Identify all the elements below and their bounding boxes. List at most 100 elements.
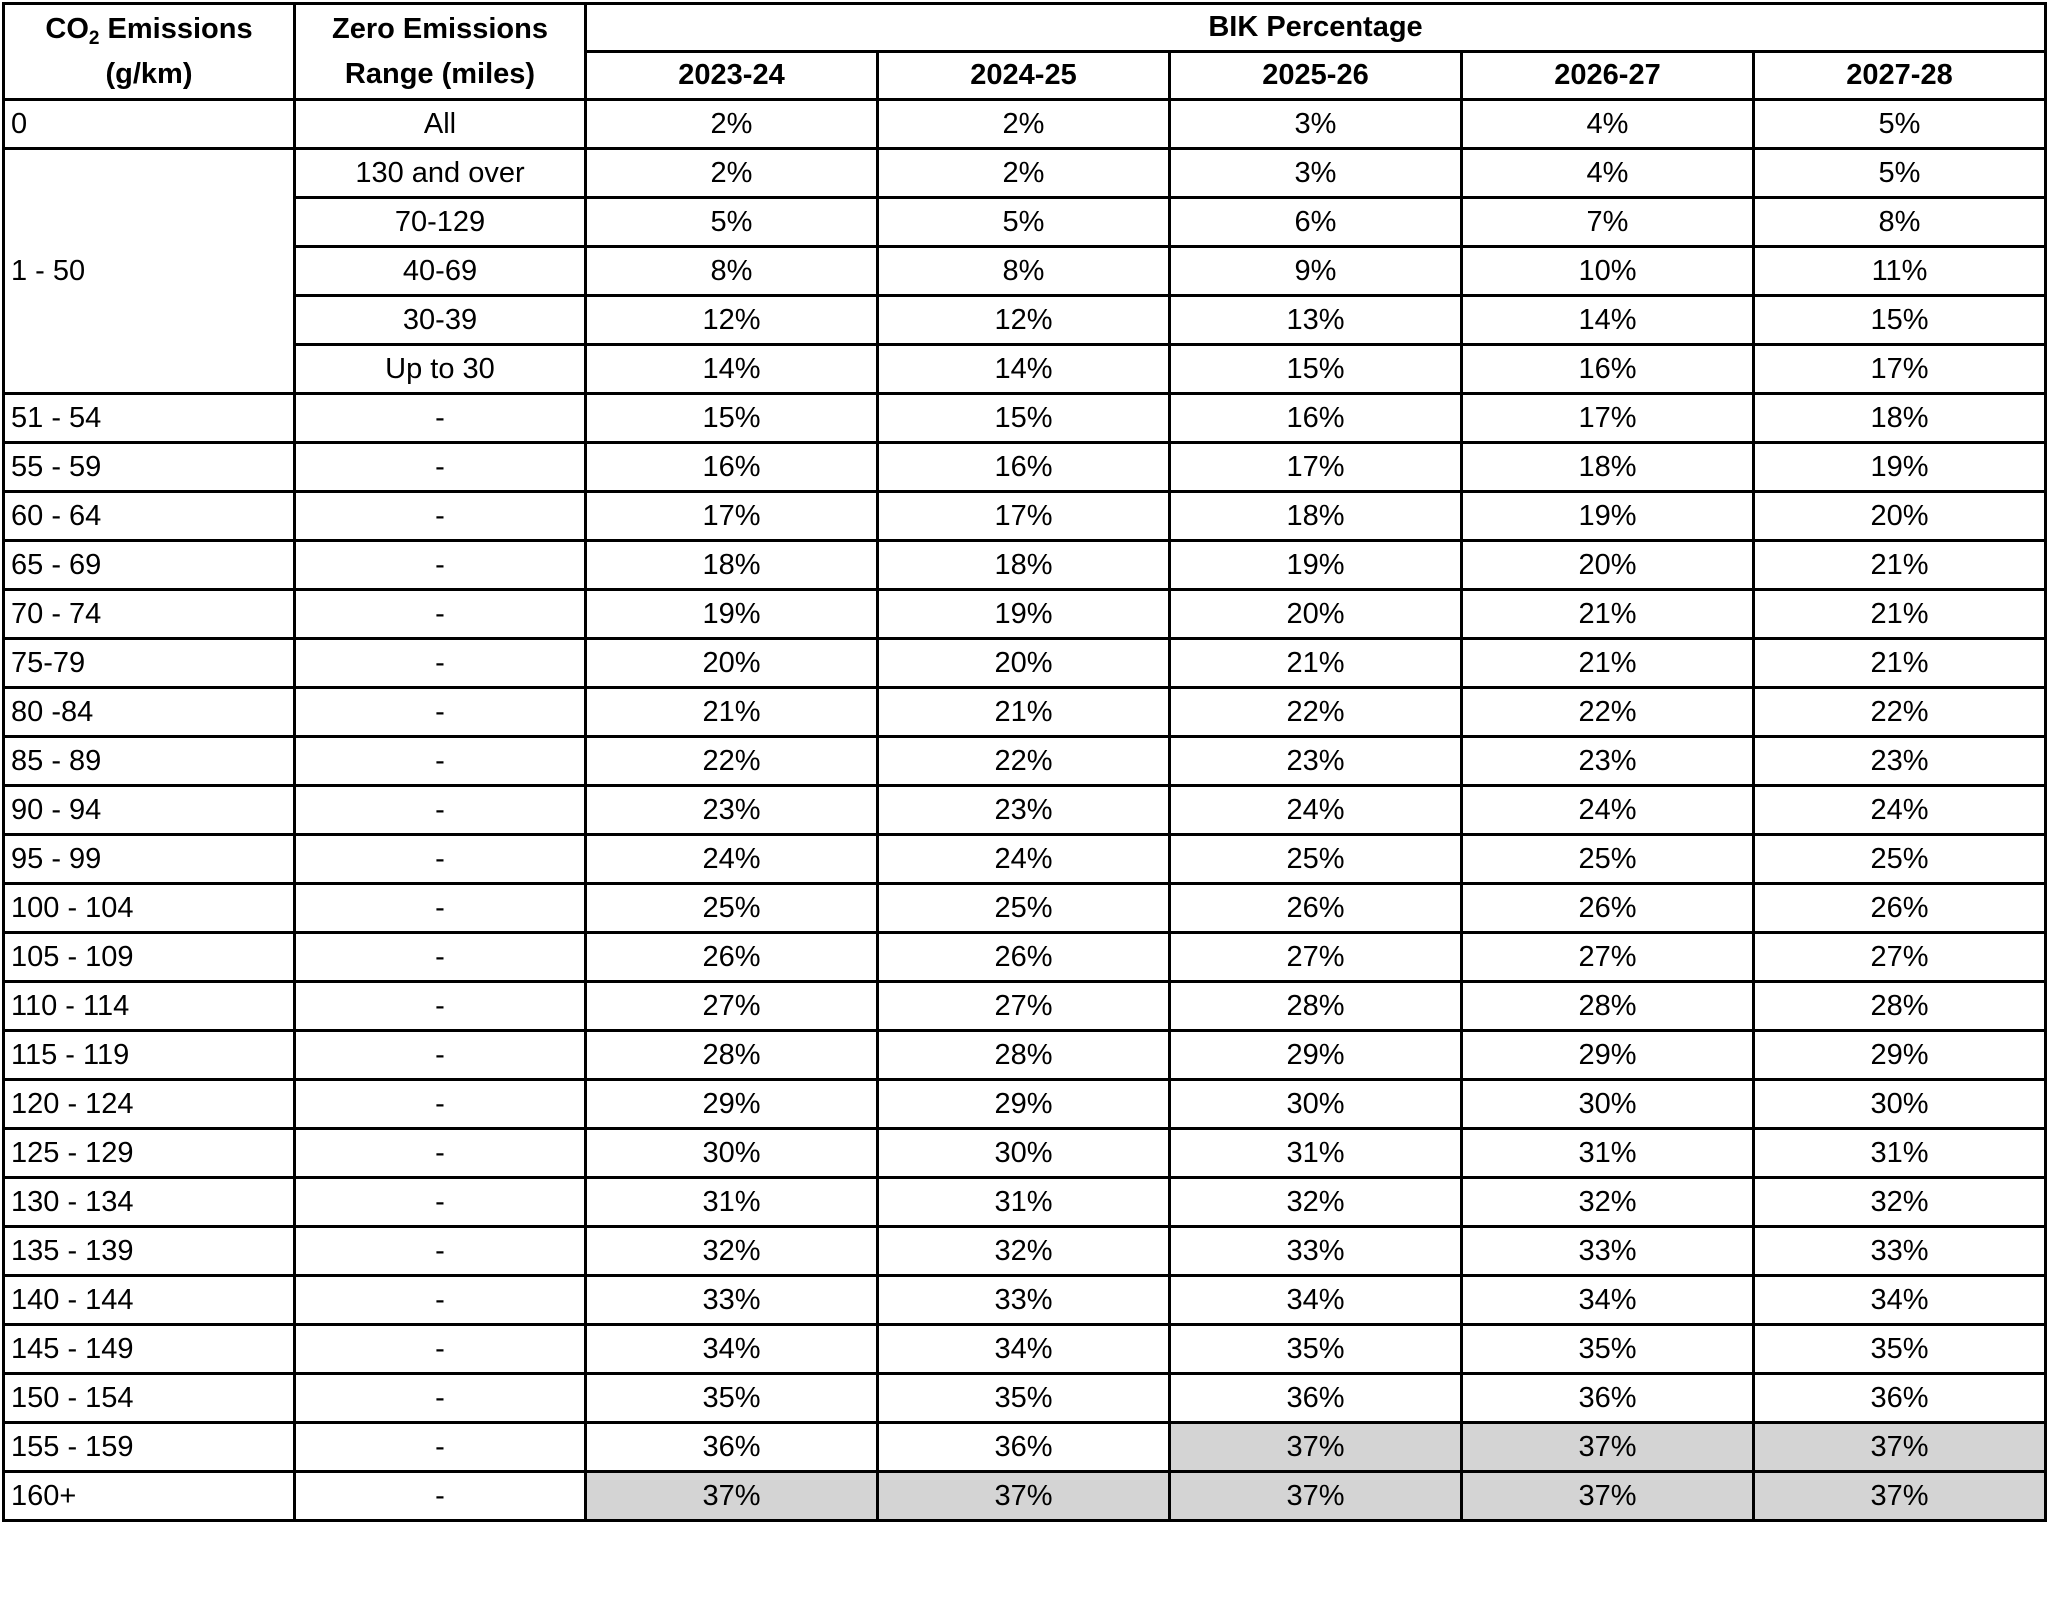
zero-emissions-range-cell: - [293, 588, 587, 640]
bik-percentage-cell: 18% [1751, 392, 2047, 444]
zero-emissions-range-cell: - [293, 1372, 587, 1424]
zero-emissions-range-cell: Up to 30 [293, 343, 587, 395]
zero-emissions-range-cell: 130 and over [293, 147, 587, 199]
bik-percentage-cell: 21% [1460, 637, 1755, 689]
bik-percentage-cell: 36% [584, 1421, 879, 1473]
bik-percentage-cell: 31% [1168, 1127, 1463, 1179]
table-row: 90 - 94-23% 23% 24% 24% 24% [2, 784, 2047, 836]
co2-emissions-cell: 100 - 104 [2, 882, 296, 934]
bik-percentage-cell: 33% [1460, 1225, 1755, 1277]
bik-percentage-cell: 32% [876, 1225, 1171, 1277]
bik-percentage-cell: 24% [876, 833, 1171, 885]
bik-percentage-cell: 36% [1751, 1372, 2047, 1424]
bik-percentage-cell: 15% [876, 392, 1171, 444]
zero-emissions-range-cell: - [293, 1225, 587, 1277]
co2-emissions-cell: 55 - 59 [2, 441, 296, 493]
bik-percentage-cell: 25% [584, 882, 879, 934]
bik-percentage-cell: 17% [1751, 343, 2047, 395]
bik-percentage-cell: 21% [1751, 539, 2047, 591]
co2-label-subscript: 2 [88, 27, 100, 49]
bik-percentage-cell: 13% [1168, 294, 1463, 346]
bik-percentage-cell: 17% [584, 490, 879, 542]
zero-emissions-range-cell: - [293, 1323, 587, 1375]
co2-emissions-cell: 150 - 154 [2, 1372, 296, 1424]
co2-emissions-cell: 120 - 124 [2, 1078, 296, 1130]
bik-percentage-cell: 20% [1168, 588, 1463, 640]
table-row: 120 - 124-29% 29% 30% 30% 30% [2, 1078, 2047, 1130]
co2-unit-label: (g/km) [105, 57, 193, 90]
co2-emissions-cell: 60 - 64 [2, 490, 296, 542]
zero-emissions-range-cell: - [293, 1470, 587, 1522]
zero-emissions-range-cell: - [293, 1078, 587, 1130]
bik-percentage-cell: 35% [876, 1372, 1171, 1424]
bik-percentage-cell: 24% [1751, 784, 2047, 836]
zero-emissions-range-cell: - [293, 1127, 587, 1179]
table-row: 95 - 99-24% 24% 25% 25% 25% [2, 833, 2047, 885]
bik-percentage-cell: 23% [1168, 735, 1463, 787]
table-header: CO2 Emissions (g/km) Zero Emissions Rang… [2, 2, 2047, 101]
year-header: 2027-28 [1751, 50, 2047, 101]
table-row: 30-39 12% 12% 13% 14% 15% [4, 294, 2047, 346]
bik-percentage-cell: 34% [1168, 1274, 1463, 1326]
table-row: 70-129 5% 5% 6% 7% 8% [4, 196, 2047, 248]
bik-percentage-cell: 29% [584, 1078, 879, 1130]
bik-rates-table: CO2 Emissions (g/km) Zero Emissions Rang… [2, 2, 2047, 1522]
zero-emissions-range-cell: - [293, 637, 587, 689]
bik-percentage-cell: 5% [1751, 98, 2047, 150]
table-row: 51 - 54-15% 15% 16% 17% 18% [2, 392, 2047, 444]
bik-percentage-cell: 15% [1168, 343, 1463, 395]
zero-emissions-range-cell: - [293, 784, 587, 836]
table-row: 80 -84-21% 21% 22% 22% 22% [2, 686, 2047, 738]
co2-emissions-cell: 110 - 114 [2, 980, 296, 1032]
bik-percentage-cell: 21% [584, 686, 879, 738]
year-header: 2024-25 [876, 50, 1171, 101]
bik-percentage-cell: 15% [584, 392, 879, 444]
bik-percentage-cell: 34% [584, 1323, 879, 1375]
bik-percentage-cell: 30% [1460, 1078, 1755, 1130]
table-row: 160+ -37% 37% 37% 37% 37% [2, 1470, 2047, 1522]
bik-percentage-cell: 17% [1168, 441, 1463, 493]
bik-percentage-cell: 27% [1751, 931, 2047, 983]
co2-emissions-cell: 1 - 50 [2, 147, 296, 395]
bik-percentage-cell: 6% [1168, 196, 1463, 248]
co2-emissions-cell: 85 - 89 [2, 735, 296, 787]
bik-percentage-cell: 15% [1751, 294, 2047, 346]
bik-percentage-cell: 21% [1751, 588, 2047, 640]
bik-percentage-cell: 12% [876, 294, 1171, 346]
bik-percentage-cell: 30% [876, 1127, 1171, 1179]
zero-emissions-range-header: Zero Emissions Range (miles) [293, 2, 587, 101]
bik-percentage-cell: 21% [1460, 588, 1755, 640]
bik-percentage-cell: 29% [1460, 1029, 1755, 1081]
bik-percentage-cell: 19% [876, 588, 1171, 640]
co2-emissions-cell: 135 - 139 [2, 1225, 296, 1277]
bik-percentage-cell: 12% [584, 294, 879, 346]
table-row: 140 - 144-33% 33% 34% 34% 34% [2, 1274, 2047, 1326]
range-label-line1: Zero Emissions [332, 12, 548, 45]
bik-percentage-cell: 19% [1460, 490, 1755, 542]
bik-percentage-cell: 21% [876, 686, 1171, 738]
bik-percentage-cell: 32% [1751, 1176, 2047, 1228]
bik-percentage-cell: 34% [876, 1323, 1171, 1375]
table-row: 75-79-20% 20% 21% 21% 21% [2, 637, 2047, 689]
table-row: 65 - 69-18% 18% 19% 20% 21% [2, 539, 2047, 591]
zero-emissions-range-cell: - [293, 441, 587, 493]
bik-percentage-cell: 21% [1168, 637, 1463, 689]
co2-emissions-cell: 145 - 149 [2, 1323, 296, 1375]
year-header: 2023-24 [584, 50, 879, 101]
bik-percentage-cell: 5% [876, 196, 1171, 248]
co2-emissions-cell: 95 - 99 [2, 833, 296, 885]
co2-emissions-cell: 90 - 94 [2, 784, 296, 836]
bik-percentage-cell: 26% [1751, 882, 2047, 934]
table-row: Up to 30 14% 14% 15% 16% 17% [4, 343, 2047, 395]
bik-percentage-cell: 2% [876, 98, 1171, 150]
table-row: 0 All 2% 2% 3% 4% 5% [2, 98, 2047, 150]
zero-emissions-range-cell: - [293, 490, 587, 542]
bik-percentage-cell: 5% [1751, 147, 2047, 199]
zero-emissions-range-cell: 70-129 [293, 196, 587, 248]
bik-percentage-cell: 24% [1460, 784, 1755, 836]
bik-percentage-cell: 29% [1751, 1029, 2047, 1081]
bik-percentage-cell: 25% [876, 882, 1171, 934]
table-row: 125 - 129-30% 30% 31% 31% 31% [2, 1127, 2047, 1179]
bik-percentage-cell: 37% [1168, 1421, 1463, 1473]
bik-percentage-cell: 28% [1168, 980, 1463, 1032]
